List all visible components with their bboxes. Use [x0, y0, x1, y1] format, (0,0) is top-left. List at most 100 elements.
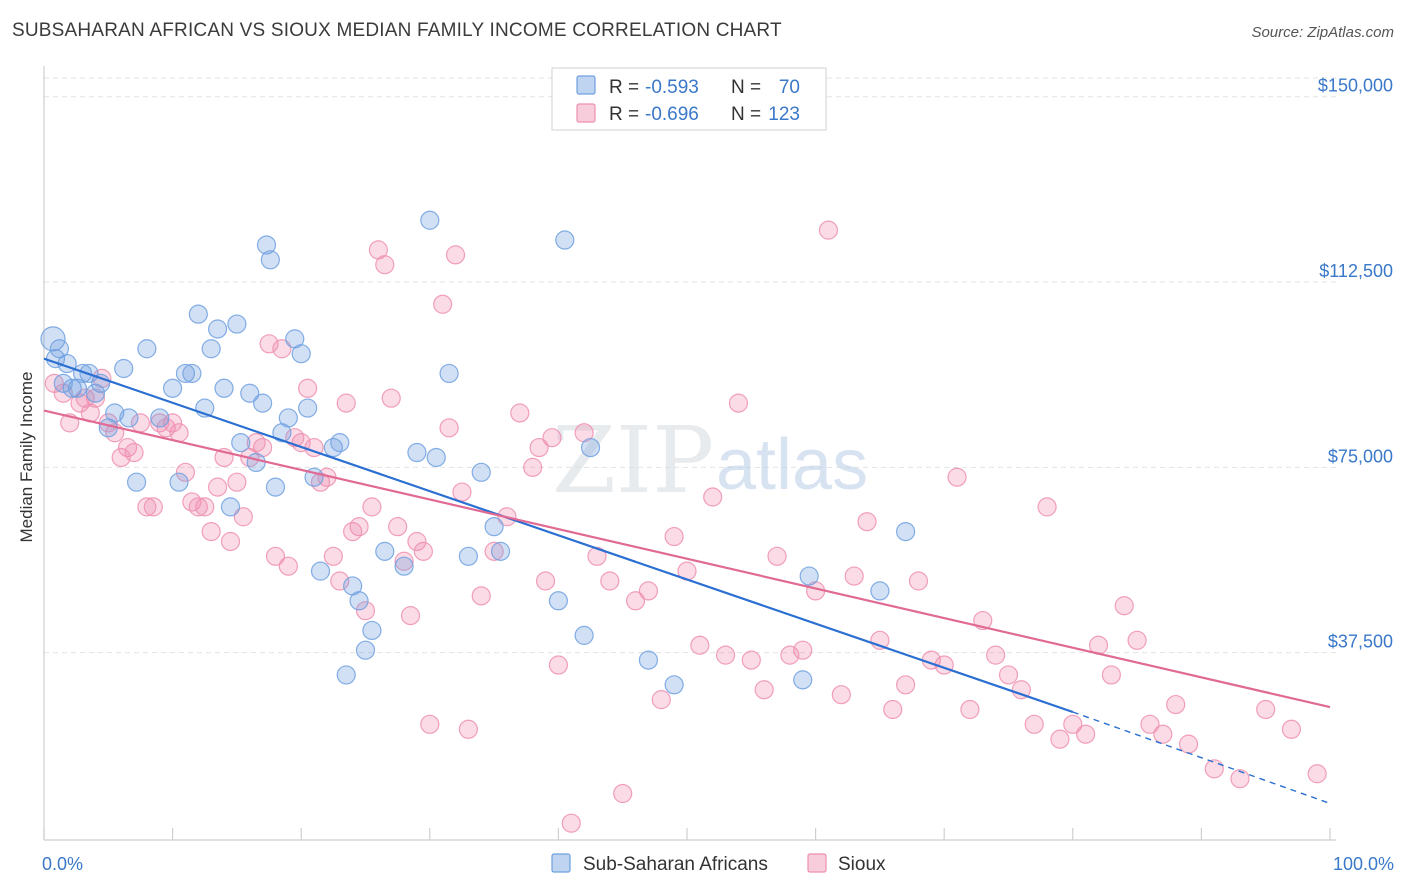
point-subsaharan [150, 408, 170, 428]
point-sioux [407, 531, 427, 552]
point-sioux [143, 497, 163, 517]
legend-swatch-blue [576, 75, 596, 95]
point-subsaharan [298, 398, 318, 418]
point-sioux [278, 556, 298, 576]
point-sioux [1050, 729, 1070, 749]
point-sioux [844, 566, 864, 586]
point-sioux [137, 497, 157, 517]
point-subsaharan [182, 363, 202, 384]
point-sioux [169, 423, 189, 443]
trend-lines [43, 357, 1331, 805]
point-sioux [741, 650, 761, 670]
point-sioux [960, 699, 980, 720]
point-sioux [484, 541, 504, 561]
y-tick-labels: $37,500 $75,000 $112,500 $150,000 [1318, 76, 1393, 652]
point-sioux [728, 393, 749, 413]
point-sioux [355, 601, 376, 621]
point-sioux [947, 467, 967, 487]
point-sioux [182, 492, 202, 512]
point-subsaharan [426, 447, 446, 468]
point-sioux [1076, 724, 1096, 744]
point-subsaharan [793, 670, 813, 690]
point-sioux [1153, 724, 1173, 744]
legend-r-label: R = [609, 104, 639, 125]
point-subsaharan [330, 433, 350, 453]
point-subsaharan [407, 442, 427, 463]
point-sioux [715, 645, 736, 665]
point-sioux [818, 220, 839, 240]
bottom-legend-label: Sub-Saharan Africans [583, 854, 768, 875]
point-sioux [896, 675, 916, 695]
point-sioux [523, 457, 543, 477]
point-subsaharan [253, 393, 273, 413]
point-subsaharan [53, 373, 73, 393]
point-sioux [233, 507, 253, 527]
point-sioux [542, 428, 562, 448]
bottom-legend-swatch-pink [807, 853, 827, 873]
point-sioux [343, 521, 363, 542]
point-sioux [445, 245, 466, 265]
point-sioux [375, 255, 395, 275]
point-subsaharan [40, 326, 66, 352]
point-subsaharan [323, 437, 343, 458]
trend-line-subsaharan-extension [1072, 711, 1331, 805]
point-sioux [163, 413, 183, 433]
point-sioux [1140, 714, 1160, 734]
point-sioux [227, 472, 247, 492]
point-subsaharan [355, 640, 376, 660]
point-subsaharan [220, 497, 241, 517]
point-sioux [291, 433, 311, 453]
point-subsaharan [240, 383, 260, 403]
point-sioux [195, 497, 215, 517]
point-sioux [362, 497, 382, 517]
point-subsaharan [310, 561, 331, 581]
point-sioux [413, 541, 433, 561]
point-subsaharan [119, 408, 139, 428]
point-subsaharan [62, 378, 82, 398]
point-sioux [587, 546, 607, 566]
point-subsaharan [72, 363, 93, 384]
watermark: ZIP atlas [552, 407, 868, 514]
point-sioux [1037, 497, 1057, 517]
point-subsaharan [137, 339, 157, 359]
bottom-legend: Sub-Saharan Africans Sioux [551, 853, 886, 875]
point-sioux [690, 635, 710, 655]
point-sioux [529, 437, 549, 458]
point-sioux [831, 685, 851, 705]
point-sioux [535, 571, 556, 591]
point-subsaharan [246, 452, 266, 473]
point-sioux [220, 531, 241, 552]
legend-r-label: R = [609, 77, 639, 98]
point-sioux [793, 640, 813, 660]
point-sioux [600, 571, 620, 591]
x-tick-min: 0.0% [42, 854, 83, 874]
point-sioux [298, 378, 318, 398]
point-subsaharan [114, 358, 134, 379]
point-subsaharan [896, 521, 916, 542]
x-tick-max: 100.0% [1333, 854, 1394, 874]
point-subsaharan [490, 541, 511, 561]
point-sioux [651, 690, 671, 710]
point-sioux [998, 665, 1019, 685]
y-axis-label: Median Family Income [17, 371, 36, 542]
point-subsaharan [336, 665, 356, 685]
point-subsaharan [260, 250, 280, 270]
point-sioux [625, 591, 646, 611]
point-subsaharan [484, 517, 504, 537]
point-sioux [1114, 596, 1134, 616]
point-subsaharan [188, 304, 208, 324]
point-subsaharan [163, 378, 183, 398]
point-sioux [1204, 759, 1224, 779]
point-sioux [471, 586, 491, 606]
point-sioux [561, 813, 581, 833]
point-subsaharan [49, 339, 70, 359]
legend-n-value: 70 [779, 77, 800, 98]
point-subsaharan [664, 675, 684, 695]
point-sioux [336, 393, 356, 413]
point-sioux [458, 719, 478, 739]
point-sioux [986, 645, 1006, 665]
legend-n-label: N = [731, 104, 761, 125]
point-sioux [433, 294, 453, 314]
point-subsaharan [175, 363, 196, 384]
